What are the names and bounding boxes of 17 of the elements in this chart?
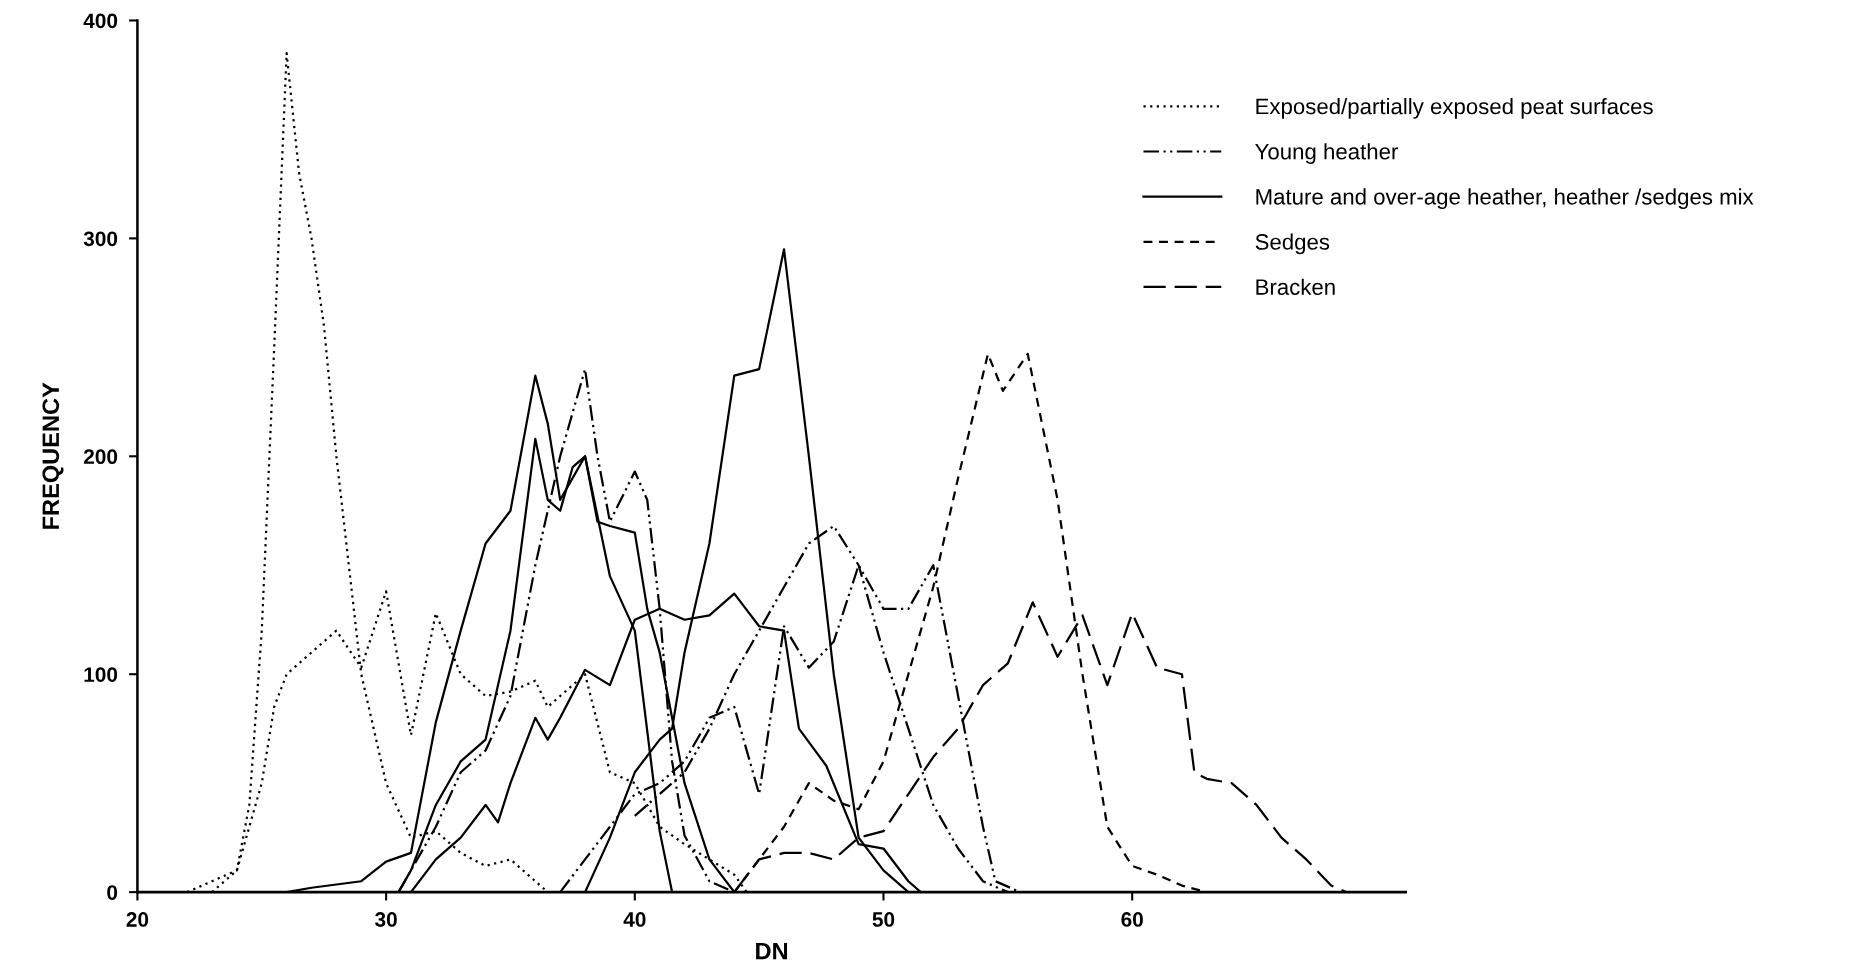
- x-tick-label: 40: [623, 912, 646, 927]
- y-tick-label: 300: [83, 231, 118, 247]
- legend-label: Bracken: [1256, 278, 1335, 295]
- x-tick-label: 20: [126, 912, 149, 927]
- legend-label: Exposed/partially exposed peat surfaces: [1256, 98, 1653, 119]
- y-axis-title: FREQUENCY: [42, 382, 64, 529]
- x-tick-label: 60: [1121, 912, 1143, 927]
- x-tick-label: 50: [872, 912, 895, 927]
- x-axis-title: DN: [756, 942, 788, 960]
- legend-label: Sedges: [1255, 233, 1330, 255]
- y-tick-label: 200: [83, 449, 118, 465]
- y-tick-label: 400: [83, 13, 118, 29]
- y-tick-label: 100: [84, 667, 118, 682]
- y-tick-label: 0: [107, 885, 118, 900]
- legend-label: Mature and over-age heather, heather /sedges mix: [1256, 188, 1754, 210]
- legend-label: Young heather: [1255, 143, 1398, 164]
- x-tick-label: 30: [375, 912, 397, 927]
